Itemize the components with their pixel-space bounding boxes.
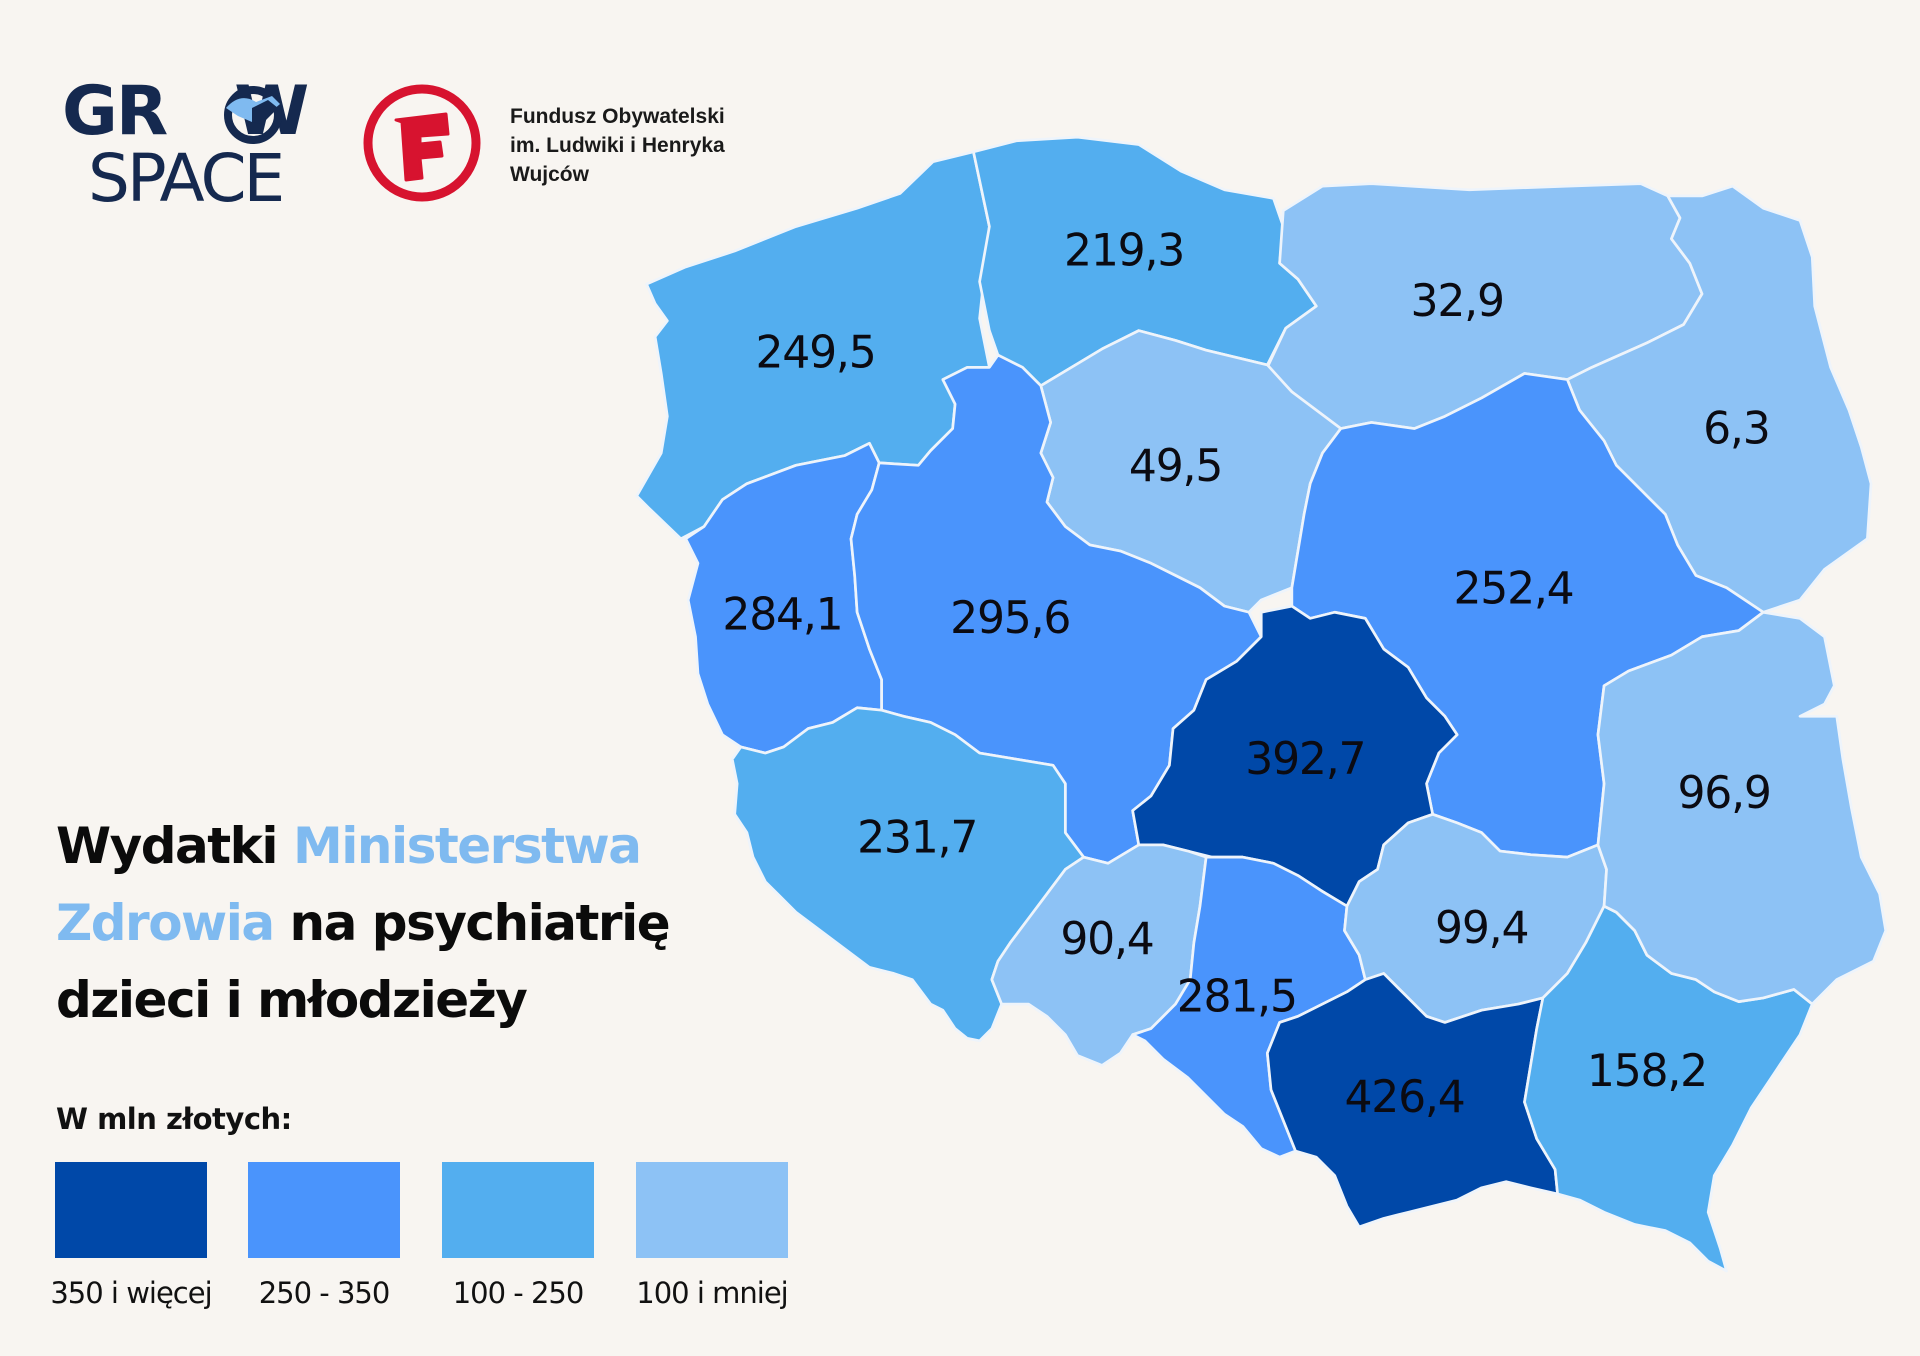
fundusz-line-2: im. Ludwiki i Henryka	[510, 134, 725, 157]
legend-label: 100 - 250	[452, 1276, 585, 1310]
value-lubuskie: 284,1	[722, 589, 842, 640]
value-slaskie: 281,5	[1177, 971, 1297, 1022]
value-mazowieckie: 252,4	[1453, 564, 1573, 615]
value-pomorskie: 219,3	[1064, 226, 1184, 277]
handshake-icon	[224, 86, 282, 144]
legend-item-100-minus: 100 i mniej	[636, 1162, 789, 1310]
legend-item-100-250: 100 - 250	[442, 1162, 594, 1310]
legend-swatch	[55, 1162, 207, 1258]
legend-title: W mln złotych:	[56, 1102, 292, 1136]
value-podlaskie: 6,3	[1703, 403, 1769, 454]
fundusz-line-3: Wujców	[510, 163, 589, 186]
value-lodzkie: 392,7	[1245, 734, 1365, 785]
legend-swatch	[636, 1162, 788, 1258]
value-lubelskie: 96,9	[1677, 768, 1770, 819]
legend-label: 350 i więcej	[50, 1276, 212, 1310]
region-opolskie[interactable]	[990, 843, 1208, 1067]
value-warminsko-mazurskie: 32,9	[1411, 276, 1504, 327]
legend-swatch	[442, 1162, 594, 1258]
legend: 350 i więcej 250 - 350 100 - 250 100 i m…	[50, 1162, 815, 1332]
growspace-logo: GRW SPACE	[62, 74, 332, 214]
legend-swatch	[248, 1162, 400, 1258]
value-swietokrzyskie: 99,4	[1435, 903, 1528, 954]
value-zachodniopomorskie: 249,5	[755, 327, 875, 378]
legend-label: 100 i mniej	[636, 1276, 788, 1310]
page-title: Wydatki Ministerstwa Zdrowia na psychiat…	[56, 817, 671, 1029]
value-dolnoslaskie: 231,7	[857, 812, 977, 863]
value-kujawsko-pomorskie: 49,5	[1129, 441, 1222, 492]
growspace-logo-line2: SPACE	[88, 140, 285, 217]
value-wielkopolskie: 295,6	[950, 593, 1070, 644]
fundusz-f-icon	[363, 84, 481, 202]
legend-item-250-350: 250 - 350	[248, 1162, 400, 1310]
fundusz-line-1: Fundusz Obywatelski	[510, 105, 725, 128]
region-lubelskie[interactable]	[1596, 610, 1888, 1006]
fundusz-logo-text: Fundusz Obywatelski im. Ludwiki i Henryk…	[510, 102, 725, 189]
value-malopolskie: 426,4	[1344, 1072, 1464, 1123]
value-podkarpackie: 158,2	[1587, 1046, 1707, 1097]
legend-item-350-plus: 350 i więcej	[50, 1162, 213, 1310]
legend-label: 250 - 350	[258, 1276, 391, 1310]
value-opolskie: 90,4	[1060, 914, 1153, 965]
